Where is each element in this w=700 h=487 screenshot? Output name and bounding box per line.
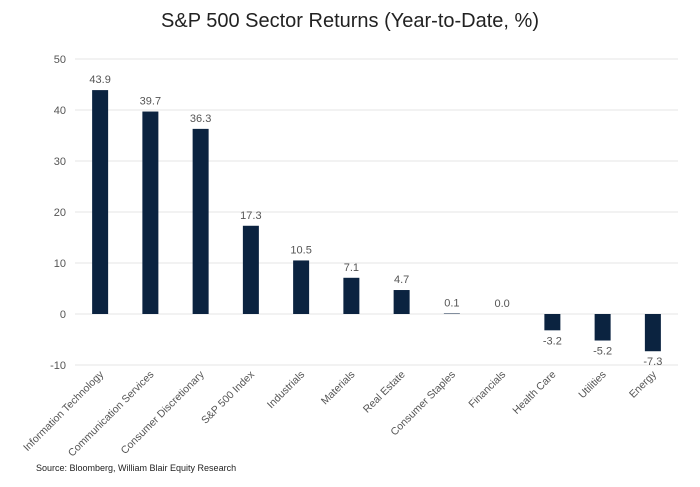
data-label: 36.3 [190,113,211,125]
data-labels: 43.9 39.7 36.3 17.3 10.5 7.1 4.7 0.1 0.0 -3.2 -5.2… [89,74,662,368]
data-label: -5.2 [593,346,612,358]
x-tick-label: Materials [319,369,358,408]
x-tick-label: Communication Services [66,369,157,460]
data-label: 0.1 [444,297,459,309]
chart-title: S&P 500 Sector Returns (Year-to-Date, %) [161,10,539,32]
x-tick-label: Energy [627,368,660,401]
x-tick-label: S&P 500 Index [199,368,257,426]
data-label: 43.9 [89,74,110,86]
data-label: 39.7 [140,96,161,108]
bar [644,314,661,352]
data-label: 10.5 [290,244,311,256]
data-label: -3.2 [543,335,562,347]
x-tick-label: Utilities [576,369,608,401]
data-label: 4.7 [394,274,409,286]
data-label: -7.3 [643,356,662,368]
x-tick-label: Consumer Discretionary [119,368,208,457]
data-label: 7.1 [344,262,359,274]
bar [544,314,561,331]
bars [92,90,661,352]
source-note: Source: Bloomberg, William Blair Equity … [36,463,237,473]
y-tick-label: 10 [54,258,66,270]
bar [343,277,360,314]
x-tick-label: Information Technology [21,368,107,454]
bar [92,90,109,314]
bar [443,313,460,314]
x-tick-label: Health Care [510,369,558,417]
gridlines [75,58,678,366]
y-tick-label: 50 [54,54,66,66]
bar [192,128,209,314]
bar [293,260,310,314]
x-tick-label: Industrials [265,369,307,411]
y-tick-label: -10 [50,360,66,372]
bar [393,290,410,314]
bar [142,111,159,314]
y-tick-label: 0 [60,309,66,321]
y-tick-label: 40 [54,105,66,117]
bar [242,225,259,314]
data-label: 17.3 [240,210,261,222]
bar [594,314,611,341]
y-axis-ticks: -10 0 10 20 30 40 50 [50,54,66,372]
y-tick-label: 20 [54,207,66,219]
x-tick-label: Real Estate [361,369,408,416]
x-tick-label: Financials [466,369,508,411]
data-label: 0.0 [494,298,509,310]
y-tick-label: 30 [54,156,66,168]
